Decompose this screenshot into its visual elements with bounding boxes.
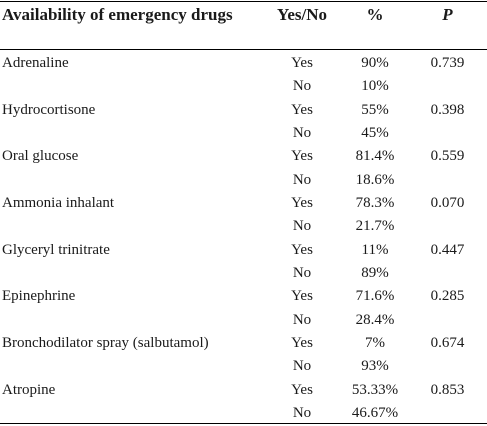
table-row: Bronchodilator spray (salbutamol) Yes 7% 0.… — [0, 332, 487, 355]
table-bottom-rule — [0, 423, 487, 424]
table-row: Ammonia inhalant Yes 78.3% 0.070 — [0, 192, 487, 215]
cell-yes-no: Yes — [291, 241, 313, 258]
cell-yes-no: Yes — [291, 148, 313, 165]
cell-yes-no: Yes — [291, 55, 313, 71]
table-row: Adrenaline Yes 90% 0.739 — [0, 52, 487, 75]
header-yes-no: Yes/No — [276, 5, 328, 24]
table-row: Epinephrine Yes 71.6% 0.285 — [0, 285, 487, 308]
cell-percent: 10% — [361, 78, 389, 95]
cell-yes-no: No — [292, 125, 312, 142]
cell-percent: 78.3% — [355, 195, 395, 212]
table-row: No 28.4% — [0, 309, 487, 332]
cell-drug: Epinephrine — [2, 288, 76, 305]
cell-drug: Bronchodilator spray (salbutamol) — [2, 335, 209, 352]
table-row: No 10% — [0, 75, 487, 98]
cell-percent: 18.6% — [355, 171, 395, 188]
cell-percent: 55% — [361, 101, 389, 118]
cell-yes-no: No — [292, 405, 312, 422]
cell-yes-no: No — [292, 78, 312, 95]
cell-percent: 53.33% — [351, 381, 399, 398]
cell-yes-no: Yes — [291, 288, 313, 305]
table-row: No 21.7% — [0, 215, 487, 238]
table-row: Hydrocortisone Yes 55% 0.398 — [0, 99, 487, 122]
cell-percent: 7% — [365, 335, 385, 352]
table-body: Adrenaline Yes 90% 0.739 No 10% Hydrocortisone… — [0, 52, 487, 426]
table-row: No 89% — [0, 262, 487, 285]
cell-percent: 90% — [361, 55, 389, 71]
cell-yes-no: Yes — [291, 335, 313, 352]
cell-drug: Oral glucose — [2, 148, 79, 165]
header-bottom-rule — [0, 49, 487, 50]
cell-yes-no: No — [292, 311, 312, 328]
table-row: Oral glucose Yes 81.4% 0.559 — [0, 145, 487, 168]
header-drug: Availability of emergency drugs — [2, 5, 233, 24]
cell-yes-no: Yes — [291, 195, 313, 212]
cell-yes-no: No — [292, 358, 312, 375]
table-row: No 93% — [0, 355, 487, 378]
cell-percent: 46.67% — [351, 405, 399, 422]
cell-p-value: 0.559 — [430, 148, 465, 165]
cell-drug: Adrenaline — [2, 55, 69, 71]
cell-percent: 71.6% — [355, 288, 395, 305]
cell-p-value: 0.398 — [430, 101, 465, 118]
cell-p-value: 0.285 — [430, 288, 465, 305]
cell-percent: 28.4% — [355, 311, 395, 328]
cell-yes-no: Yes — [291, 101, 313, 118]
header-percent: % — [366, 5, 384, 24]
table-row: No 18.6% — [0, 169, 487, 192]
cell-drug: Ammonia inhalant — [2, 195, 115, 212]
cell-p-value: 0.853 — [430, 381, 465, 398]
cell-percent: 89% — [361, 265, 389, 282]
cell-yes-no: No — [292, 171, 312, 188]
cell-percent: 93% — [361, 358, 389, 375]
cell-percent: 11% — [361, 241, 389, 258]
cell-yes-no: Yes — [291, 381, 313, 398]
table-row: No 46.67% — [0, 402, 487, 425]
cell-yes-no: No — [292, 218, 312, 235]
header-p-value: P — [442, 5, 453, 24]
table-row: Glyceryl trinitrate Yes 11% 0.447 — [0, 239, 487, 262]
cell-p-value: 0.447 — [430, 241, 465, 258]
table-row: Atropine Yes 53.33% 0.853 — [0, 379, 487, 402]
cell-drug: Atropine — [2, 381, 56, 398]
cell-percent: 21.7% — [355, 218, 395, 235]
table-top-rule — [0, 1, 487, 2]
cell-percent: 81.4% — [355, 148, 395, 165]
cell-drug: Glyceryl trinitrate — [2, 241, 110, 258]
cell-drug: Hydrocortisone — [2, 101, 96, 118]
cell-p-value: 0.070 — [430, 195, 465, 212]
table-row: No 45% — [0, 122, 487, 145]
cell-percent: 45% — [361, 125, 389, 142]
cell-p-value: 0.739 — [430, 55, 465, 71]
cell-yes-no: No — [292, 265, 312, 282]
cell-p-value: 0.674 — [430, 335, 465, 352]
